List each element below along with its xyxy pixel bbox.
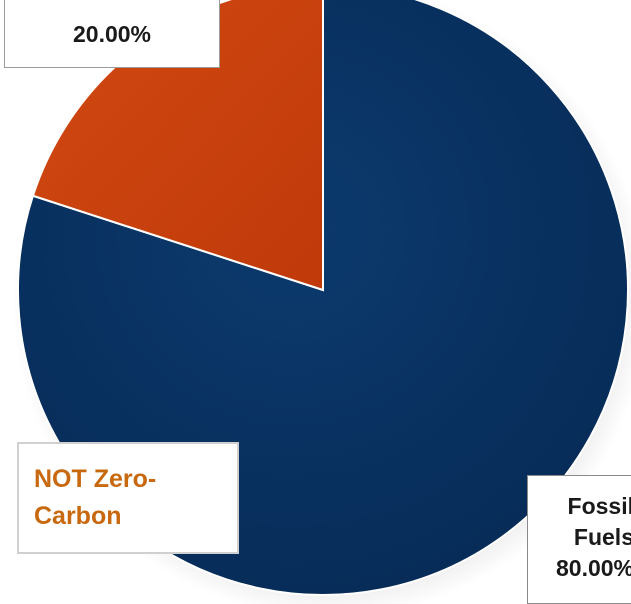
not-zero-carbon-line2: Carbon [34, 502, 122, 530]
slice-value-20: 20.00% [72, 20, 151, 47]
fossil-fuels-line1: Fossil [567, 493, 631, 519]
slice-label-20-percent: 20.00% [4, 0, 220, 68]
not-zero-carbon-line1: NOT Zero- [34, 465, 157, 493]
fossil-fuels-value: 80.00% [555, 555, 631, 581]
not-zero-carbon-label: NOT Zero- Carbon [17, 442, 239, 554]
fossil-fuels-label: Fossil Fuels 80.00% [527, 475, 631, 604]
fossil-fuels-line2: Fuels [573, 524, 631, 550]
